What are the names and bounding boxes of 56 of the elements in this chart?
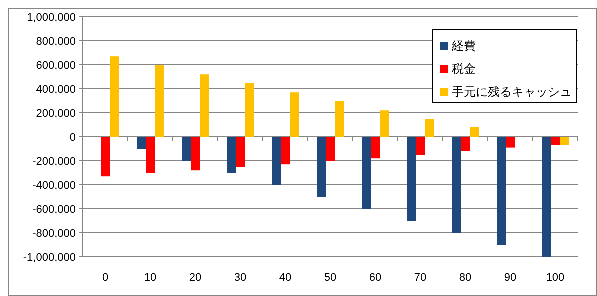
x-tick-label: 80 xyxy=(459,272,472,284)
bar xyxy=(146,137,155,173)
y-tick-label: 400,000 xyxy=(36,84,76,96)
bar xyxy=(227,137,236,173)
x-tick-label: 10 xyxy=(144,272,157,284)
legend-label: 経費 xyxy=(451,39,476,54)
bar xyxy=(506,137,515,148)
bar xyxy=(236,137,245,167)
bar xyxy=(461,137,470,152)
bar xyxy=(371,137,380,159)
bar xyxy=(551,137,560,146)
bar xyxy=(362,137,371,209)
bar xyxy=(191,137,200,171)
x-tick-label: 20 xyxy=(189,272,202,284)
bar xyxy=(407,137,416,221)
x-tick-label: 90 xyxy=(504,272,517,284)
bar xyxy=(290,92,299,137)
bar xyxy=(425,119,434,137)
bar xyxy=(155,65,164,137)
bar xyxy=(470,127,479,137)
y-tick-label: 800,000 xyxy=(36,36,76,48)
legend-label: 税金 xyxy=(452,62,476,76)
bar xyxy=(452,137,461,233)
bar xyxy=(542,137,551,257)
y-tick-label: -800,000 xyxy=(32,228,76,240)
y-tick-label: 0 xyxy=(70,132,76,144)
bar xyxy=(182,137,191,161)
bar xyxy=(281,137,290,165)
x-tick-label: 0 xyxy=(102,272,109,284)
bar xyxy=(245,83,254,137)
bar xyxy=(272,137,281,185)
bar xyxy=(416,137,425,155)
x-tick-label: 40 xyxy=(279,272,292,284)
bar xyxy=(200,74,209,137)
x-tick-label: 100 xyxy=(546,272,565,284)
legend-label: 手元に残るキャッシュ xyxy=(452,85,572,100)
y-tick-label: 200,000 xyxy=(36,108,76,120)
y-tick-label: -200,000 xyxy=(32,156,76,168)
x-tick-label: 60 xyxy=(369,272,382,284)
bar xyxy=(110,56,119,137)
bar xyxy=(101,137,110,177)
x-tick-label: 30 xyxy=(234,272,247,284)
bar xyxy=(497,137,506,245)
bar xyxy=(335,101,344,137)
bar xyxy=(380,110,389,137)
bar xyxy=(317,137,326,197)
x-tick-label: 70 xyxy=(414,272,427,284)
y-tick-label: 600,000 xyxy=(36,60,76,72)
bar xyxy=(560,137,569,146)
bar xyxy=(326,137,335,161)
x-tick-label: 50 xyxy=(324,272,337,284)
y-tick-label: -1,000,000 xyxy=(23,252,76,264)
bar xyxy=(137,137,146,149)
y-tick-label: -400,000 xyxy=(32,180,76,192)
y-tick-label: 1,000,000 xyxy=(27,12,76,24)
y-tick-label: -600,000 xyxy=(32,204,76,216)
